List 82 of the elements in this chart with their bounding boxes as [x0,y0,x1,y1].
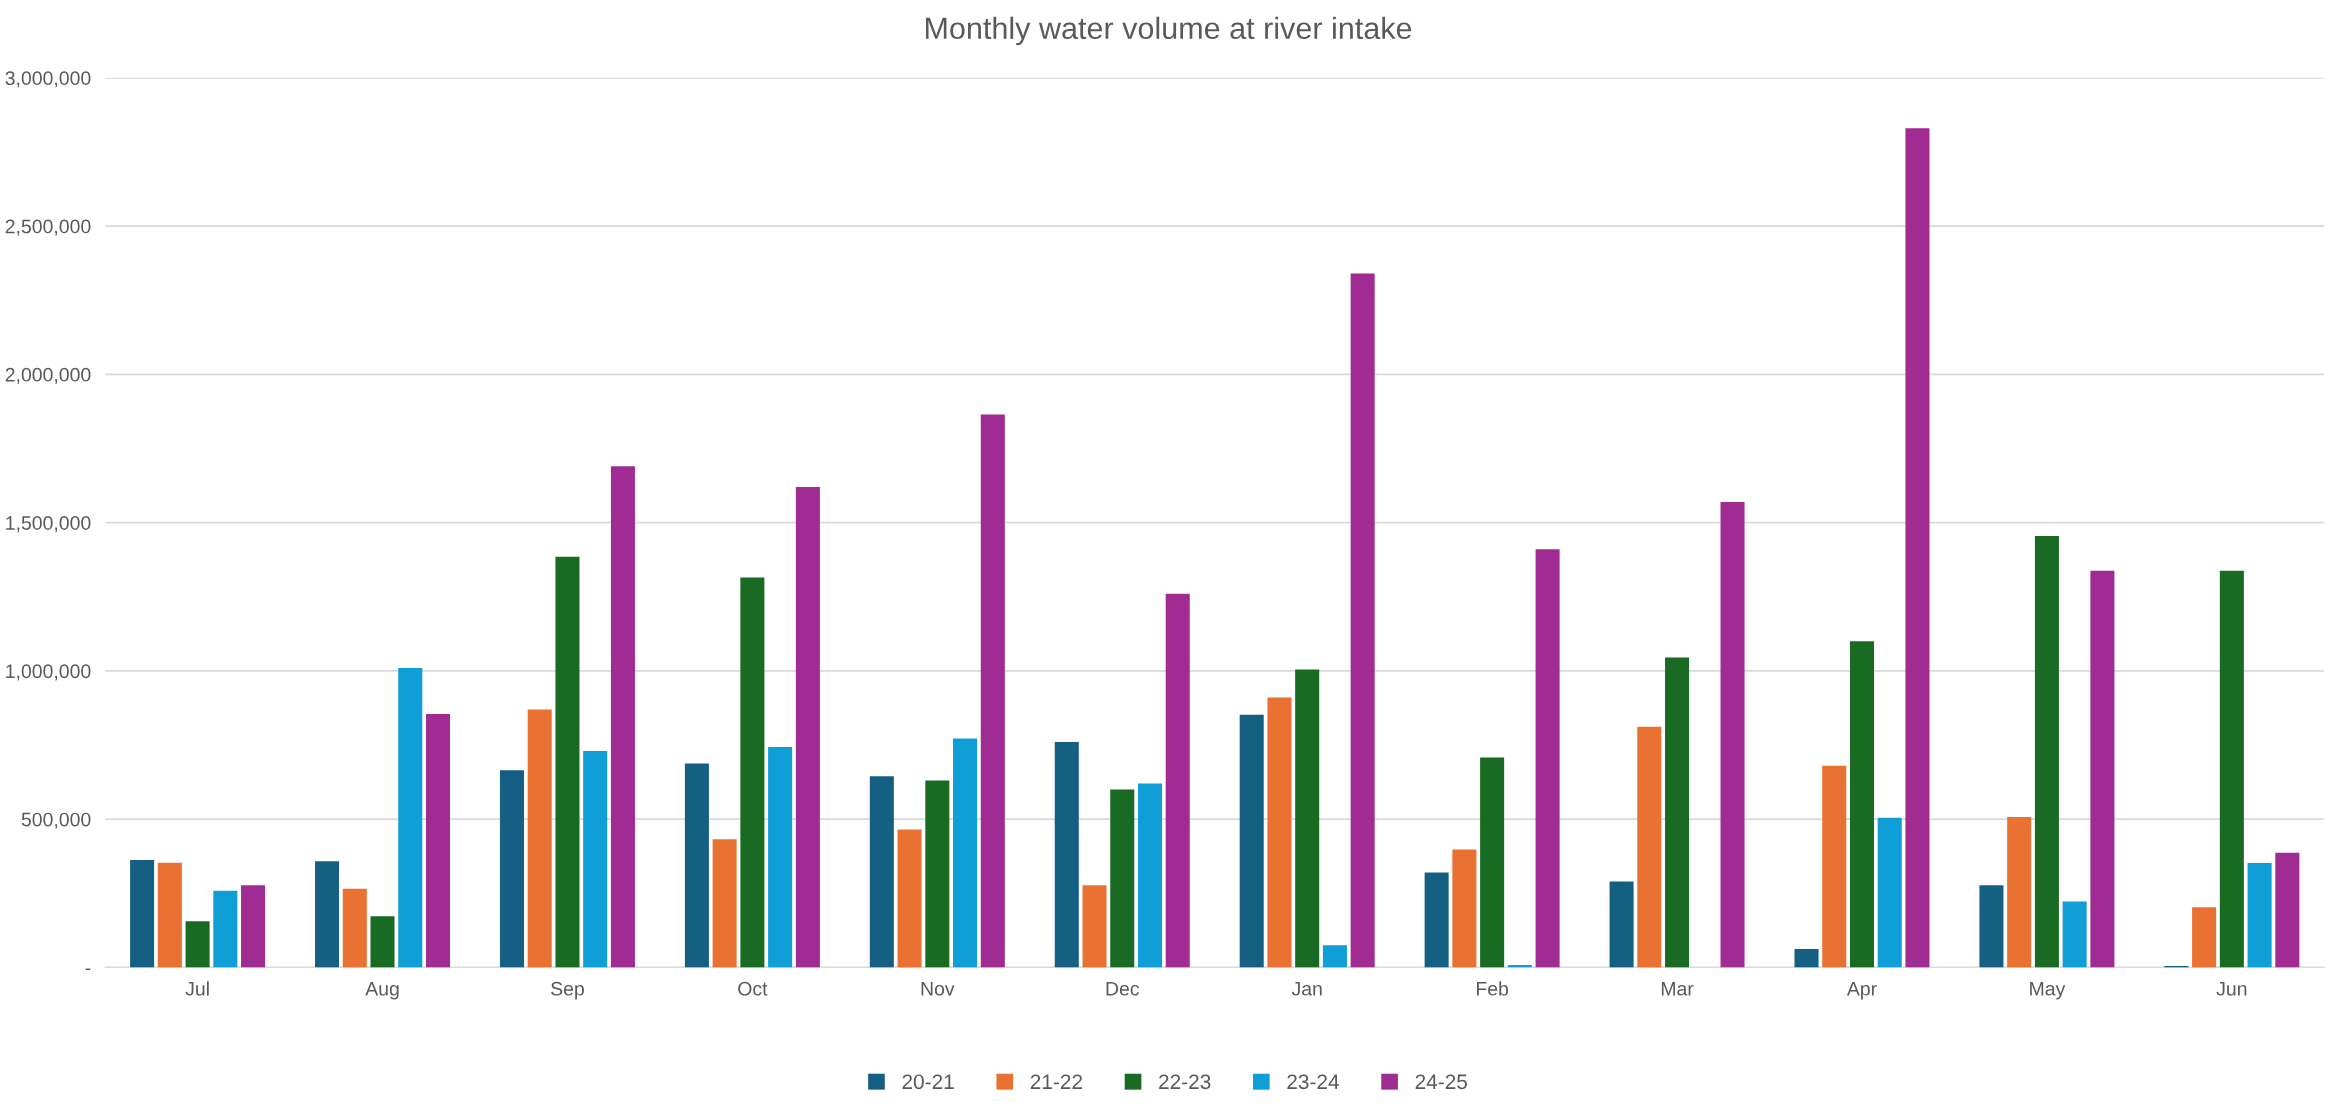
bar [1350,273,1375,968]
bar [1322,945,1347,968]
legend-label: 23-24 [1287,1074,1339,1090]
bar [2219,570,2244,968]
bar [315,861,340,968]
x-tick-label: Jan [1291,982,1322,996]
x-tick-label: Apr [1846,982,1877,1000]
bar [980,414,1005,968]
x-tick-label: Mar [1661,982,1694,996]
bar [1452,849,1477,968]
legend-label: 20-21 [902,1074,954,1090]
bar [1480,757,1505,968]
bar [1295,669,1320,968]
x-tick-label: Nov [921,982,955,996]
y-tick-label: 1,000,000 [6,664,91,681]
bar [1239,714,1264,968]
x-tick-label: Jun [2216,982,2247,996]
x-tick-label: Jul [185,981,209,996]
x-tick-label: Dec [1106,982,1140,996]
bar [768,747,793,968]
bar [869,776,894,968]
bar [157,862,182,968]
bar [2275,852,2300,968]
y-tick-label: 2,000,000 [5,367,91,384]
x-tick-label: Aug [365,982,399,1000]
y-tick-label: - [85,968,91,971]
bar [1905,128,1930,968]
bar [1110,789,1135,968]
bar [1794,949,1819,968]
bar [2062,901,2087,968]
bar [1877,817,1902,968]
bar [499,770,524,968]
bar [2090,570,2115,968]
bar [610,466,635,968]
bar [795,487,820,968]
bar [1720,501,1745,968]
bar [897,829,922,968]
x-tick-label: Oct [738,981,768,996]
bar [425,713,451,968]
bar [1637,726,1662,968]
y-tick-label: 1,500,000 [6,516,91,533]
bar [1665,657,1690,968]
x-tick-label: Sep [551,981,584,1000]
legend-label: 22-23 [1159,1074,1211,1090]
bar [213,890,238,968]
bar [555,556,580,968]
bar [740,577,765,968]
bar [130,860,155,968]
chart-title: Monthly water volume at river intake [925,16,1412,46]
bar [185,921,210,968]
y-tick-label: 500,000 [21,812,91,829]
bar [2192,907,2217,968]
bar [527,709,552,968]
bar [1424,872,1449,968]
bar [1137,783,1163,968]
bar [1054,742,1079,968]
bar [684,763,709,968]
bar [953,738,978,968]
y-tick-label: 3,000,000 [5,71,91,88]
bar [1849,641,1875,968]
y-tick-label: 2,500,000 [5,219,91,236]
bar [342,888,367,968]
bar [2034,535,2059,968]
bar [1267,697,1292,968]
bar [1165,593,1190,968]
bar [712,839,737,968]
legend-label: 21-22 [1030,1074,1082,1089]
bar [1822,765,1847,968]
bar [925,780,950,968]
bar [241,885,266,968]
bar [370,916,395,968]
bar [1535,549,1560,968]
bar [1609,881,1634,968]
bar [2247,863,2272,968]
bar [583,750,608,968]
legend-label: 24-25 [1415,1074,1467,1090]
bar [398,667,423,968]
x-tick-label: May [2030,982,2066,1000]
bar [1979,885,2004,968]
x-tick-label: Feb [1476,981,1509,996]
bar [2007,817,2032,968]
bar [1082,885,1107,968]
